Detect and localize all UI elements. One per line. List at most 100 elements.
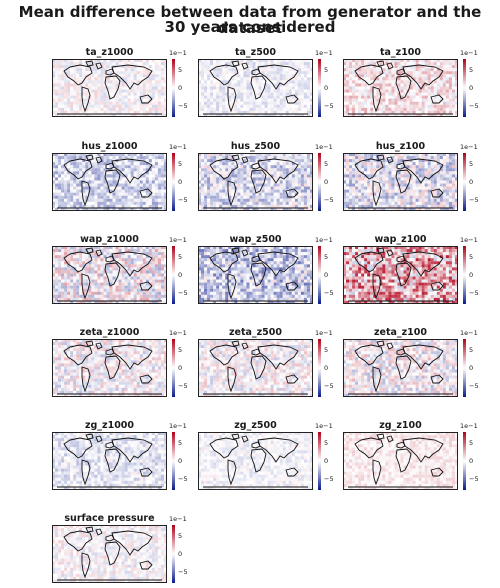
heatmap-cell xyxy=(301,156,304,159)
heatmap-cell xyxy=(346,86,349,89)
heatmap-cell xyxy=(207,171,210,174)
colorbar xyxy=(463,59,466,117)
heatmap-cell xyxy=(58,270,61,273)
figure-subtitle: 30 years considered xyxy=(0,19,500,35)
heatmap-cell xyxy=(268,205,271,208)
heatmap-cell xyxy=(58,202,61,205)
heatmap-cell xyxy=(370,199,373,202)
heatmap-cell xyxy=(298,165,301,168)
heatmap-cell xyxy=(277,102,280,105)
heatmap-cell xyxy=(125,68,128,71)
heatmap-cell xyxy=(149,83,152,86)
heatmap-cell xyxy=(298,77,301,80)
heatmap-cell xyxy=(204,99,207,102)
heatmap-cell xyxy=(391,108,394,111)
heatmap-cell xyxy=(240,80,243,83)
heatmap-cell xyxy=(128,283,131,286)
heatmap-cell xyxy=(277,156,280,159)
heatmap-cell xyxy=(158,187,161,190)
heatmap-cell xyxy=(352,102,355,105)
heatmap-cell xyxy=(91,273,94,276)
heatmap-cell xyxy=(246,68,249,71)
heatmap-cell xyxy=(443,102,446,105)
heatmap-cell xyxy=(79,108,82,111)
heatmap-cell xyxy=(259,205,262,208)
heatmap-cell xyxy=(246,74,249,77)
heatmap-cell xyxy=(231,96,234,99)
heatmap-cell xyxy=(446,77,449,80)
heatmap-cell xyxy=(280,105,283,108)
heatmap-cell xyxy=(307,90,310,93)
heatmap-cell xyxy=(76,289,79,292)
heatmap-cell xyxy=(274,202,277,205)
heatmap-cell xyxy=(85,174,88,177)
heatmap-cell xyxy=(391,174,394,177)
heatmap-cell xyxy=(134,196,137,199)
heatmap-cell xyxy=(113,62,116,65)
heatmap-cell xyxy=(271,171,274,174)
heatmap-cell xyxy=(207,83,210,86)
heatmap-cell xyxy=(61,102,64,105)
colorbar-tick-label: 0 xyxy=(178,84,182,92)
heatmap-cell xyxy=(216,102,219,105)
heatmap-cell xyxy=(85,165,88,168)
heatmap-cell xyxy=(116,202,119,205)
difference-map xyxy=(52,59,167,117)
heatmap-cell xyxy=(94,258,97,261)
heatmap-cell xyxy=(240,180,243,183)
heatmap-cell xyxy=(249,93,252,96)
heatmap-cell xyxy=(207,86,210,89)
heatmap-cell xyxy=(437,86,440,89)
heatmap-cell xyxy=(58,249,61,252)
heatmap-cell xyxy=(243,171,246,174)
heatmap-cell xyxy=(289,180,292,183)
panel-title: ta_z1000 xyxy=(52,47,167,58)
heatmap-cell xyxy=(73,74,76,77)
heatmap-cell xyxy=(216,86,219,89)
heatmap-cell xyxy=(73,68,76,71)
colorbar-tick-label: −5 xyxy=(178,196,188,204)
heatmap-cell xyxy=(61,77,64,80)
heatmap-cell xyxy=(268,62,271,65)
heatmap-cell xyxy=(134,286,137,289)
heatmap-cell xyxy=(82,93,85,96)
heatmap-cell xyxy=(155,162,158,165)
heatmap-cell xyxy=(158,102,161,105)
heatmap-cell xyxy=(137,264,140,267)
heatmap-cell xyxy=(106,77,109,80)
heatmap-cell xyxy=(76,96,79,99)
heatmap-cell xyxy=(268,193,271,196)
heatmap-cell xyxy=(152,180,155,183)
panel-title: hus_z100 xyxy=(343,141,458,152)
heatmap-cell xyxy=(58,187,61,190)
heatmap-cell xyxy=(137,180,140,183)
heatmap-cell xyxy=(143,83,146,86)
heatmap-cell xyxy=(55,111,58,114)
heatmap-cell xyxy=(67,93,70,96)
heatmap-cell xyxy=(307,162,310,165)
heatmap-cell xyxy=(143,177,146,180)
heatmap-cell xyxy=(286,165,289,168)
heatmap-cell xyxy=(268,190,271,193)
heatmap-cell xyxy=(234,102,237,105)
heatmap-cell xyxy=(100,196,103,199)
heatmap-cell xyxy=(146,62,149,65)
heatmap-cell xyxy=(64,277,67,280)
heatmap-cell xyxy=(122,280,125,283)
heatmap-cell xyxy=(58,77,61,80)
heatmap-cell xyxy=(61,199,64,202)
heatmap-cell xyxy=(446,83,449,86)
heatmap-cell xyxy=(131,264,134,267)
heatmap-cell xyxy=(97,261,100,264)
heatmap-cell xyxy=(249,99,252,102)
heatmap-cell xyxy=(292,105,295,108)
heatmap-cell xyxy=(55,102,58,105)
heatmap-cell xyxy=(152,90,155,93)
heatmap-cell xyxy=(440,90,443,93)
heatmap-cell xyxy=(361,96,364,99)
heatmap-cell xyxy=(110,277,113,280)
heatmap-cell xyxy=(204,83,207,86)
heatmap-cell xyxy=(401,102,404,105)
heatmap-cell xyxy=(207,196,210,199)
